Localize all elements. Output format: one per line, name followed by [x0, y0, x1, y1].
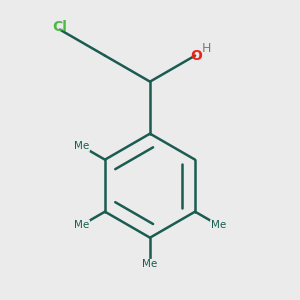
Text: Cl: Cl [52, 20, 67, 34]
Text: H: H [202, 42, 212, 55]
Text: Me: Me [74, 141, 89, 151]
Text: Me: Me [74, 220, 89, 230]
Text: Me: Me [211, 220, 226, 230]
Text: Me: Me [142, 260, 158, 269]
Text: O: O [190, 49, 202, 63]
